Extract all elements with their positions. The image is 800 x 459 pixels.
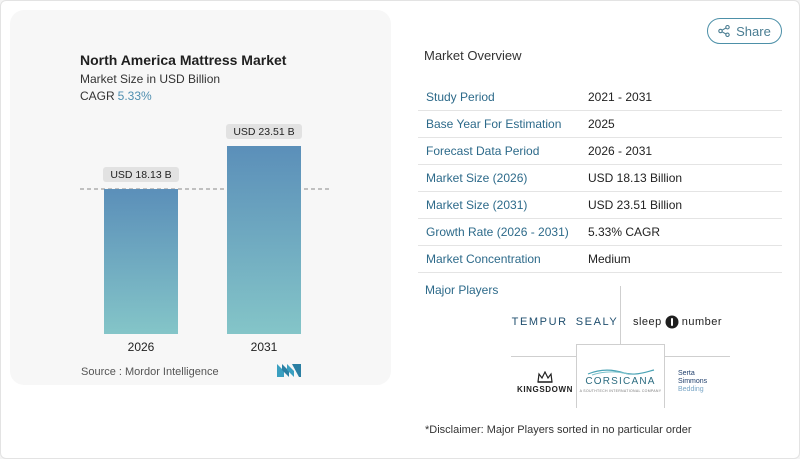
players-divider	[576, 344, 577, 408]
x-tick-label: 2026	[128, 340, 155, 354]
crown-icon	[537, 370, 553, 383]
chart-title: North America Mattress Market	[80, 52, 287, 68]
overview-row-base-year: Base Year For Estimation 2025	[418, 111, 782, 138]
chart-card	[10, 10, 391, 385]
tempur-text: TEMPUR	[511, 316, 568, 328]
overview-label: Base Year For Estimation	[426, 117, 562, 131]
number-text: number	[681, 316, 723, 328]
bar-chart: USD 18.13 B 2026 USD 23.51 B 2031	[80, 124, 330, 354]
overview-value: USD 18.13 Billion	[588, 171, 683, 185]
cagr-label: CAGR	[80, 89, 115, 103]
overview-label: Study Period	[426, 90, 495, 104]
data-label-box	[103, 167, 179, 183]
share-icon	[718, 25, 730, 37]
serta-simmons-logo: Serta Simmons Bedding	[678, 368, 728, 396]
overview-value: 5.33% CAGR	[588, 225, 661, 239]
sleep-number-dial-icon	[665, 315, 679, 329]
overview-value: USD 23.51 Billion	[588, 198, 683, 212]
sleep-number-logo: sleep number	[630, 313, 725, 331]
market-overview-table: Study Period 2021 - 2031 Base Year For E…	[418, 84, 782, 273]
bar-2026	[104, 189, 178, 334]
cagr-value: 5.33%	[117, 89, 152, 103]
corsicana-logo: CORSICANA A SOUTHTECH INTERNATIONAL COMP…	[578, 360, 663, 400]
overview-row-forecast-period: Forecast Data Period 2026 - 2031	[418, 138, 782, 165]
players-divider	[664, 356, 730, 357]
sealy-text: SEALY	[575, 316, 619, 328]
overview-label: Market Concentration	[426, 252, 541, 266]
overview-row-market-concentration: Market Concentration Medium	[418, 246, 782, 273]
major-players-title: Major Players	[425, 283, 499, 297]
overview-value: 2026 - 2031	[588, 144, 653, 158]
overview-value: 2021 - 2031	[588, 90, 653, 104]
overview-label: Market Size (2031)	[426, 198, 528, 212]
sleep-text: sleep	[632, 316, 662, 328]
disclaimer: *Disclaimer: Major Players sorted in no …	[425, 424, 692, 436]
serta-text: Serta	[678, 370, 695, 377]
overview-row-market-size-2026: Market Size (2026) USD 18.13 Billion	[418, 165, 782, 192]
tempur-sealy-logo: TEMPUR SEALY	[512, 313, 618, 331]
bar-2031	[227, 146, 301, 334]
share-button[interactable]: Share	[707, 18, 782, 44]
wave-icon	[587, 368, 654, 375]
overview-label: Forecast Data Period	[426, 144, 540, 158]
players-divider	[511, 356, 577, 357]
overview-label: Growth Rate (2026 - 2031)	[426, 225, 569, 239]
overview-row-study-period: Study Period 2021 - 2031	[418, 84, 782, 111]
data-label: USD 18.13 B	[110, 169, 171, 181]
market-overview-title: Market Overview	[424, 48, 522, 63]
mordor-intelligence-logo-icon	[277, 364, 301, 377]
cagr-line: CAGR 5.33%	[80, 89, 152, 103]
data-label: USD 23.51 B	[233, 126, 294, 138]
players-divider	[664, 344, 665, 408]
overview-value: 2025	[588, 117, 615, 131]
overview-label: Market Size (2026)	[426, 171, 528, 185]
kingsdown-text: KINGSDOWN	[516, 384, 574, 394]
players-divider	[620, 286, 621, 344]
kingsdown-logo: KINGSDOWN	[512, 368, 578, 396]
overview-row-market-size-2031: Market Size (2031) USD 23.51 Billion	[418, 192, 782, 219]
overview-value: Medium	[588, 252, 631, 266]
bedding-text: Bedding	[678, 386, 704, 393]
chart-subtitle: Market Size in USD Billion	[80, 72, 221, 86]
players-divider	[576, 344, 664, 345]
data-label-box	[226, 124, 302, 139]
corsicana-tagline: A SOUTHTECH INTERNATIONAL COMPANY	[579, 388, 662, 393]
simmons-text: Simmons	[678, 378, 708, 385]
source-note: Source : Mordor Intelligence	[81, 366, 219, 378]
corsicana-text: CORSICANA	[585, 375, 656, 387]
share-label: Share	[736, 23, 771, 39]
overview-row-growth-rate: Growth Rate (2026 - 2031) 5.33% CAGR	[418, 219, 782, 246]
x-tick-label: 2031	[251, 340, 278, 354]
